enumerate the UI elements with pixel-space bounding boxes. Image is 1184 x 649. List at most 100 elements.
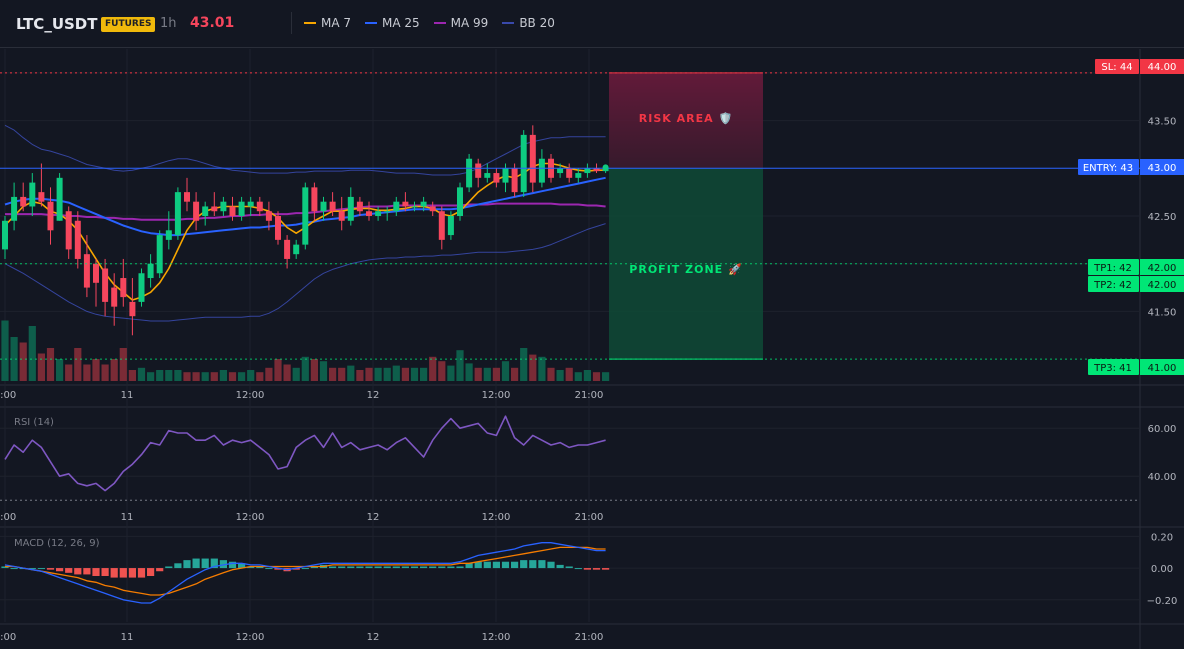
bb-upper-line: [4, 124, 606, 176]
candle-body: [20, 196, 27, 207]
timeframe-selector[interactable]: 1h: [160, 16, 177, 31]
macd-histogram-bar: [110, 568, 118, 578]
candle-body: [384, 211, 391, 213]
macd-histogram-bar: [274, 568, 282, 570]
macd-histogram-bar: [465, 563, 473, 569]
macd-histogram-bar: [501, 561, 510, 569]
macd-histogram-bar: [438, 566, 446, 569]
candle-body: [502, 168, 509, 183]
legend-item-2[interactable]: MA 99: [433, 16, 488, 30]
volume-bar: [492, 367, 500, 381]
volume-bar: [401, 367, 409, 381]
volume-bar: [137, 367, 146, 381]
last-price-dot: [602, 164, 609, 171]
macd-histogram-bar: [365, 566, 373, 569]
time-tick-label: 2:00: [0, 632, 16, 643]
tp1-price-tag: 42.00: [1148, 263, 1177, 274]
candle-body: [457, 187, 463, 216]
macd-histogram-bar: [583, 568, 591, 570]
candle-body: [165, 230, 172, 240]
macd-histogram-bar: [247, 566, 255, 569]
volume-bars: [1, 320, 610, 381]
macd-histogram-bar: [392, 566, 400, 569]
candle-body: [102, 268, 109, 302]
volume-bar: [538, 356, 546, 381]
macd-title: MACD (12, 26, 9): [14, 538, 100, 549]
legend-label: MA 25: [382, 16, 420, 30]
candle-body: [229, 206, 236, 216]
volume-bar: [465, 363, 473, 381]
symbol-title[interactable]: LTC_USDT: [16, 15, 98, 33]
macd-histogram-bar: [347, 566, 355, 569]
macd-histogram-bar: [529, 560, 537, 569]
volume-bar: [547, 367, 555, 381]
time-tick-label: 12:00: [236, 390, 265, 401]
candle-body: [429, 206, 436, 212]
macd-histogram-bar: [156, 568, 164, 572]
candle-body: [38, 192, 45, 202]
macd-histogram-bar: [474, 561, 482, 569]
candle-body: [256, 201, 263, 212]
macd-histogram-bar: [83, 568, 91, 575]
macd-histogram-bar: [338, 566, 346, 569]
macd-histogram-bar: [210, 558, 218, 569]
volume-bar: [56, 359, 64, 381]
macd-histogram-bar: [356, 566, 364, 569]
candle-body: [293, 244, 300, 255]
candle-body: [393, 201, 400, 212]
volume-bar: [165, 370, 173, 381]
candle-body: [566, 168, 573, 178]
candle-body: [138, 273, 145, 302]
legend-label: BB 20: [519, 16, 555, 30]
candle-body: [475, 163, 482, 178]
candle-body: [375, 211, 382, 216]
candle-body: [193, 201, 200, 221]
legend-item-3[interactable]: BB 20: [502, 16, 555, 30]
tp2-tag-bg: [1088, 276, 1139, 292]
macd-histogram-bar: [201, 558, 209, 569]
volume-bar: [1, 320, 9, 381]
macd-histogram-bar: [1, 566, 9, 569]
macd-histogram-bar: [28, 568, 36, 570]
profit-zone-label: PROFIT ZONE 🚀: [629, 263, 742, 276]
time-tick-label: 11: [121, 390, 134, 401]
legend-item-0[interactable]: MA 7: [304, 16, 351, 30]
candle-body: [593, 168, 600, 172]
candle-body: [438, 211, 445, 240]
rsi-tick-label: 60.00: [1148, 424, 1177, 435]
volume-bar: [365, 367, 373, 381]
macd-line: [4, 542, 606, 604]
macd-histogram-bar: [37, 568, 45, 570]
volume-bar: [219, 370, 227, 381]
volume-bar: [438, 361, 446, 381]
volume-bar: [329, 367, 337, 381]
volume-bar: [65, 364, 73, 381]
volume-bar: [319, 361, 328, 381]
tp2-price-tag: 42.00: [1148, 280, 1177, 291]
candle-body: [265, 211, 272, 221]
volume-bar: [511, 367, 519, 381]
volume-bar: [128, 370, 136, 381]
volume-bar: [147, 372, 155, 381]
volume-bar: [283, 364, 291, 381]
sl-tag-bg: [1095, 59, 1139, 74]
tp3-price-tag: 41.00: [1148, 363, 1177, 374]
volume-bar: [101, 364, 109, 381]
legend-item-1[interactable]: MA 25: [365, 16, 420, 30]
time-tick-label: 12: [367, 512, 380, 523]
macd-tick-label: 0.00: [1151, 564, 1173, 575]
legend-swatch: [502, 22, 515, 24]
candle-body: [347, 196, 354, 221]
macd-histogram-bar: [410, 566, 419, 569]
macd-histogram-bar: [10, 568, 18, 570]
macd-histogram-bar: [128, 568, 136, 578]
candle-body: [284, 239, 291, 259]
candle-body: [466, 158, 473, 188]
volume-bar: [447, 365, 455, 381]
indicator-legend: MA 7 MA 25 MA 99 BB 20: [304, 16, 555, 30]
trade-levels: [0, 72, 1140, 360]
candle-body: [366, 211, 372, 216]
rsi-line: [4, 415, 606, 492]
legend-swatch: [304, 22, 316, 24]
